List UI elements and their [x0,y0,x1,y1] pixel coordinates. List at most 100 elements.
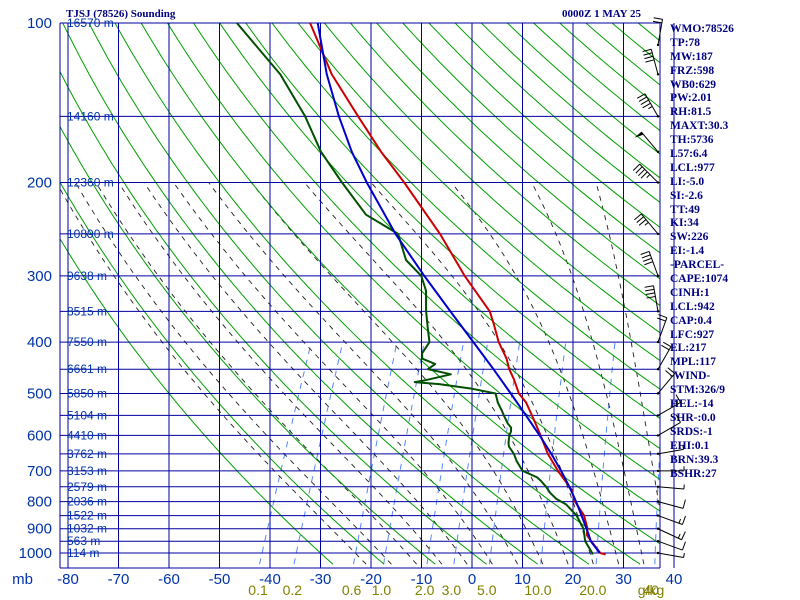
wind-barb-flag [640,99,649,106]
wind-barb [636,93,660,118]
height-label: 16570 m [67,16,114,30]
index-item: TP:78 [670,36,701,49]
wind-barb-staff [657,501,684,509]
wind-barb-base [656,527,660,530]
dry-adiabat [60,181,385,565]
wind-barb-halfflag [682,444,685,450]
temperature-tick-label: -70 [108,571,130,588]
parcel-trace [316,23,601,554]
wind-barb-halfflag [677,533,681,539]
wind-barb-flag [641,254,651,259]
index-item: TH:5736 [670,134,714,147]
wind-barb-flag [642,48,652,53]
wind-barb-flag [638,96,648,102]
wind-barb [652,17,664,47]
wind-barb-staff [657,486,684,490]
mixing-ratio-line [453,342,489,565]
pressure-tick-label: 200 [27,175,52,192]
index-item: SI:-2.6 [670,189,703,202]
sounding-indices-panel: WMO:78526 TP:78 MW:187 FRZ:598 WB0:629 PW:2.0… [670,23,734,481]
index-item: EHI:0.1 [670,439,710,452]
index-item: MW:187 [670,50,713,63]
height-label: 12360 m [67,176,114,190]
wind-barb-flag [636,216,644,223]
mixing-ratio-line [293,341,344,565]
pressure-tick-label: 500 [27,385,52,402]
wind-barb-base [656,181,660,184]
dry-adiabat [219,23,660,450]
dry-adiabat [428,23,660,228]
wind-barb-staff [657,528,682,541]
temperature-tick-label: -40 [259,571,281,588]
wind-barb-base [656,452,660,456]
index-item: EI:-1.4 [670,245,705,258]
pressure-unit-label: mb [12,571,33,588]
moist-adiabats [60,182,660,565]
dry-adiabat [454,23,660,204]
mixing-ratio-line [426,342,464,565]
wind-barb-flag [642,257,652,262]
pressure-tick-label: 300 [27,268,52,285]
wind-barb-base [656,73,660,76]
pressure-tick-label: 800 [27,494,52,511]
index-item: CINH:1 [670,286,710,299]
mixing-ratio-line [654,439,660,565]
height-label: 8515 m [67,304,107,318]
temperature-trace [309,23,606,556]
wind-barb-halfflag [646,174,651,178]
index-item: CAPE:1074 [670,273,729,286]
wind-barb-flag [635,166,643,174]
axis-labels: 0.1 0.2 0.6 1.0 2.0 3.0 5.0 10.0 20.0 40g/kg 16570… [12,15,682,598]
index-item: MAXT:30.3 [670,120,729,133]
dry-adiabat [60,70,487,565]
wind-barb-halfflag [648,105,653,110]
sounding-traces [236,23,606,556]
wind-barb [640,250,660,278]
wind-barb-flag [661,344,670,351]
wind-barb [656,444,685,456]
index-item: MPL:117 [670,356,716,369]
index-item: SRDS:-1 [670,425,713,438]
wind-barb-flag [662,341,672,348]
index-item: RH:81.5 [670,106,712,119]
wind-barb-flag [682,499,686,509]
wind-barb-base [656,368,660,371]
mixing-ratio-label: 0.1 [248,582,268,598]
wind-barb-flag [681,531,686,540]
height-label: 5104 m [67,408,107,422]
index-item: KI:34 [670,217,699,230]
temperature-tick-label: 40 [666,571,683,588]
mixing-ratio-unit: g/kg [638,582,664,598]
index-item: BRN:39.3 [670,453,719,466]
moist-adiabat [118,182,443,565]
mixing-ratio-line [383,341,425,565]
valid-time: 0000Z 1 MAY 25 [562,8,641,20]
dry-adiabat [271,23,660,390]
wind-barb-flag [657,317,666,322]
wind-barb-staff [644,93,659,117]
height-label: 9638 m [67,269,107,283]
wind-barb [656,341,672,371]
wind-barb-flag [667,367,676,374]
wind-barb [656,394,681,417]
wind-barb-staff [657,552,684,559]
dry-adiabat [676,11,800,564]
index-item: TT:49 [670,203,700,216]
wind-barb-staff [650,49,659,75]
wind-barb-base [656,392,660,395]
wind-barb-flag [638,219,647,226]
wind-barb [656,314,668,344]
wind-barb-staff [657,448,684,455]
index-item: LCL:942 [670,300,715,313]
dry-adiabat [480,23,660,179]
dry-adiabat [323,23,660,334]
wind-barb-flag [653,17,663,20]
wind-barb-pennant [634,131,644,138]
wind-barb-base [656,115,660,118]
pressure-tick-label: 400 [27,334,52,351]
wind-barb-flag [675,414,681,423]
height-label: 7550 m [67,335,107,349]
dry-adiabat [349,23,660,307]
moist-adiabat [95,182,417,565]
